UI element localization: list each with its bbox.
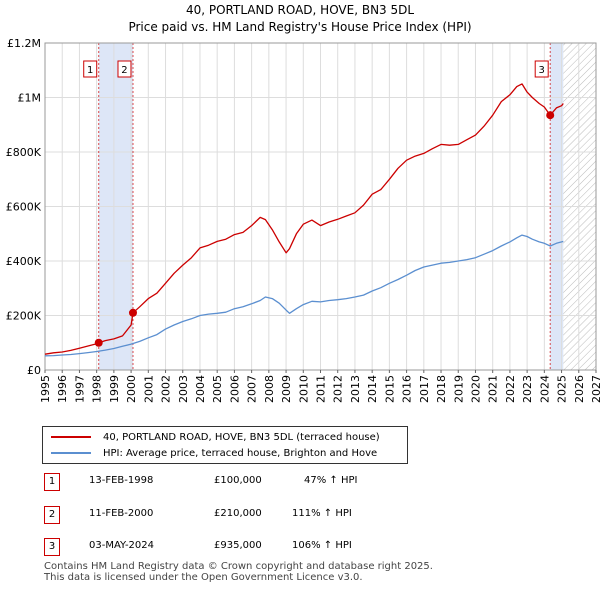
sale-marker-label-box-1 [83, 60, 98, 78]
sale-price: £100,000 [214, 475, 262, 486]
sale-hpi-change: 111% ↑ HPI [292, 508, 352, 519]
sale-date: 13-FEB-1998 [89, 475, 154, 486]
x-tick-label: 2020 [469, 375, 482, 403]
x-tick-label: 2013 [349, 375, 362, 403]
sale-price: £935,000 [214, 540, 262, 551]
y-tick-label: £1M [18, 92, 42, 105]
x-tick-label: 1995 [39, 375, 52, 403]
x-tick-label: 2022 [504, 375, 517, 403]
footer: Contains HM Land Registry data © Crown c… [44, 561, 433, 583]
x-tick-label: 2002 [160, 375, 173, 403]
x-tick-label: 2004 [194, 375, 207, 403]
footer-licence: This data is licensed under the Open Gov… [44, 572, 363, 583]
legend-swatch-property [51, 436, 91, 438]
x-tick-label: 2001 [142, 375, 155, 403]
x-tick-label: 2017 [418, 375, 431, 403]
hpi-series-line [44, 234, 564, 357]
x-tick-label: 2019 [452, 375, 465, 403]
chart-subtitle: Price paid vs. HM Land Registry's House … [128, 20, 472, 34]
sale-marker-label-1: 1 [87, 65, 93, 76]
x-tick-label: 2009 [280, 375, 293, 403]
x-tick-label: 2000 [125, 375, 138, 403]
x-tick-label: 1998 [91, 375, 104, 403]
x-tick-label: 2011 [315, 375, 328, 403]
x-tick-label: 2018 [435, 375, 448, 403]
price-chart: £0 £200K £400K £600K £800K £1M £1.2M 1995 1996 19… [6, 37, 600, 403]
sale-marker-box: 1 [44, 473, 60, 491]
sale-marker-label-box-3 [534, 60, 549, 78]
x-tick-label: 2012 [332, 375, 345, 403]
x-tick-label: 2014 [366, 375, 379, 403]
sale-hpi-change: 106% ↑ HPI [292, 540, 352, 551]
sale-marker-label-box-2 [117, 60, 132, 78]
legend-label-hpi: HPI: Average price, terraced house, Brig… [103, 447, 378, 459]
y-tick-label: £800K [6, 146, 42, 159]
x-tick-label: 1997 [73, 375, 86, 403]
x-tick-label: 2025 [556, 375, 569, 403]
legend: 40, PORTLAND ROAD, HOVE, BN3 5DL (terrac… [42, 426, 408, 464]
sale-marker-box: 3 [44, 538, 60, 556]
sale-hpi-change: 47% ↑ HPI [304, 475, 358, 486]
y-tick-label: £400K [6, 255, 42, 268]
sale-date: 11-FEB-2000 [89, 508, 154, 519]
x-tick-label: 2007 [246, 375, 259, 403]
x-tick-label: 2015 [383, 375, 396, 403]
y-tick-label: £0 [27, 364, 41, 377]
x-tick-label: 1996 [56, 375, 69, 403]
x-tick-label: 2008 [263, 375, 276, 403]
sale-marker-label-3: 3 [539, 65, 545, 76]
sale-price: £210,000 [214, 508, 262, 519]
x-tick-label: 2005 [211, 375, 224, 403]
sale-point-3 [546, 111, 555, 120]
legend-swatch-hpi [51, 452, 91, 454]
sale-marker-label-2: 2 [121, 65, 127, 76]
sale-date: 03-MAY-2024 [89, 540, 155, 551]
footer-copyright: Contains HM Land Registry data © Crown c… [44, 561, 433, 572]
x-tick-label: 2026 [573, 375, 586, 403]
sale-point-1 [94, 338, 103, 347]
sale-point-2 [128, 308, 137, 317]
y-tick-label: £600K [6, 201, 42, 214]
legend-item-hpi: HPI: Average price, terraced house, Brig… [51, 446, 377, 460]
x-tick-label: 2021 [487, 375, 500, 403]
x-tick-label: 2010 [297, 375, 310, 403]
y-tick-label: £200K [6, 310, 42, 323]
legend-label-property: 40, PORTLAND ROAD, HOVE, BN3 5DL (terrac… [103, 431, 380, 443]
sale-marker-box: 2 [44, 506, 60, 524]
x-tick-label: 2024 [538, 375, 551, 403]
x-tick-label: 2003 [177, 375, 190, 403]
property-series-line [44, 83, 564, 355]
x-tick-label: 2023 [521, 375, 534, 403]
x-tick-label: 2027 [590, 375, 600, 403]
x-tick-label: 1999 [108, 375, 121, 403]
x-tick-label: 2006 [228, 375, 241, 403]
chart-title: 40, PORTLAND ROAD, HOVE, BN3 5DL [185, 3, 415, 17]
y-tick-label: £1.2M [7, 37, 41, 50]
x-tick-label: 2016 [401, 375, 414, 403]
legend-item-property: 40, PORTLAND ROAD, HOVE, BN3 5DL (terrac… [51, 430, 380, 444]
